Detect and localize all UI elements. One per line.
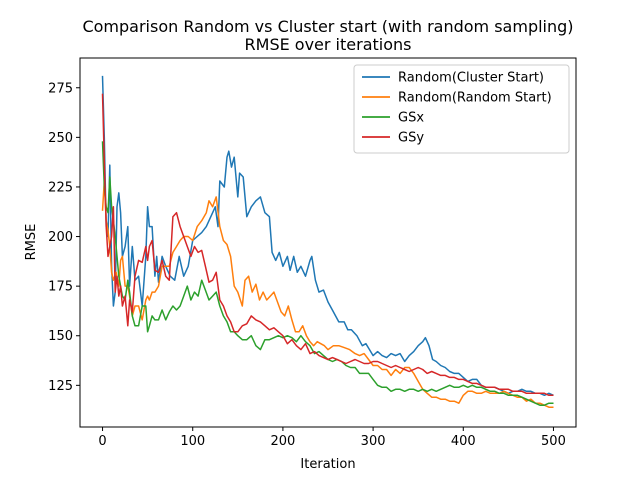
x-tick-label: 200 [270,434,295,449]
series-line-3 [101,141,554,406]
x-axis: 0 100 200 300 400 500 [98,427,566,449]
x-tick-label: 400 [451,434,476,449]
y-tick-label: 275 [48,81,73,96]
plot-frame [79,57,577,428]
chart-subtitle: RMSE over iterations [245,35,412,54]
y-tick-label: 175 [48,280,73,295]
x-tick-label: 0 [98,434,106,449]
legend-label: Random(Cluster Start) [398,71,544,86]
x-tick-label: 100 [180,434,205,449]
y-tick-label: 200 [48,230,73,245]
legend-box [353,64,570,154]
y-axis: 125 150 175 200 225 250 275 [48,81,80,394]
y-tick-label: 225 [48,180,73,195]
legend-label: GSx [398,111,424,126]
chart-title: Comparison Random vs Cluster start (with… [82,17,573,36]
series-layer [101,75,554,408]
legend-label: Random(Random Start) [398,91,552,106]
y-tick-label: 150 [48,329,73,344]
y-axis-label: RMSE [24,224,39,261]
y-tick-label: 125 [48,379,73,394]
x-axis-label: Iteration [300,457,355,472]
series-line-1 [101,75,554,397]
legend-label: GSy [398,131,424,146]
series-line-2 [101,180,554,408]
x-tick-label: 500 [541,434,566,449]
y-tick-label: 250 [48,131,73,146]
series-line-4 [101,93,554,397]
x-tick-label: 300 [361,434,386,449]
legend: Random(Cluster Start) Random(Random Start… [353,64,570,154]
